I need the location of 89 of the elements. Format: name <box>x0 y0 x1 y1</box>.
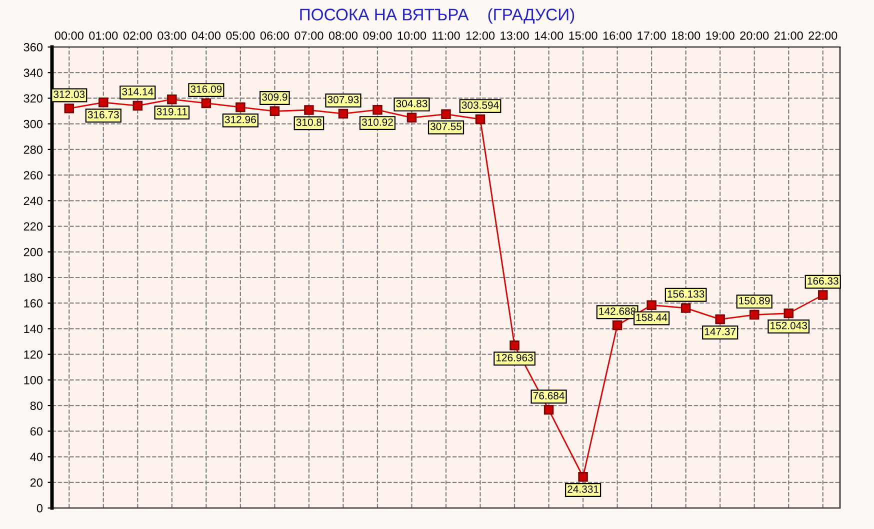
data-label: 166.33 <box>808 277 838 285</box>
x-tick-label: 12:00 <box>466 31 495 40</box>
y-tick-label: 220 <box>24 222 43 231</box>
x-tick-label: 00:00 <box>54 31 84 40</box>
x-tick-label: 08:00 <box>328 31 358 40</box>
point <box>406 112 417 123</box>
point <box>167 94 177 104</box>
point <box>818 290 828 300</box>
x-tick-label: 19:00 <box>706 31 734 40</box>
data-label: 126.963 <box>496 354 533 362</box>
y-tick-label: 120 <box>24 350 43 359</box>
y-tick-label: 340 <box>24 68 43 78</box>
y-tick-label: 280 <box>24 145 43 154</box>
point <box>98 98 108 108</box>
data-label: 307.55 <box>430 122 462 130</box>
point <box>715 314 725 324</box>
point <box>680 303 691 313</box>
data-label: 319.11 <box>156 108 187 116</box>
point <box>372 104 382 115</box>
point <box>270 106 280 116</box>
x-tick-label: 17:00 <box>638 31 666 40</box>
x-tick-label: 15:00 <box>569 31 598 40</box>
point <box>578 472 588 482</box>
x-tick-label: 07:00 <box>294 31 324 40</box>
y-tick-label: 60 <box>30 427 43 436</box>
x-tick-label: 01:00 <box>89 31 118 40</box>
x-tick-label: 22:00 <box>808 31 838 40</box>
data-label: 303.594 <box>462 101 499 109</box>
x-tick-label: 16:00 <box>603 31 632 40</box>
y-tick-label: 260 <box>24 171 43 180</box>
y-tick-label: 0 <box>36 504 43 512</box>
data-label: 147.37 <box>704 328 736 336</box>
point <box>646 300 656 310</box>
y-tick-label: 80 <box>30 402 43 410</box>
x-tick-label: 03:00 <box>158 31 186 40</box>
y-tick-label: 140 <box>24 324 43 334</box>
y-tick-label: 180 <box>24 274 43 282</box>
data-label: 310.8 <box>296 118 322 126</box>
data-label: 142.688 <box>599 308 636 315</box>
data-label: 307.93 <box>328 96 359 104</box>
y-tick-label: 300 <box>24 120 43 128</box>
x-tick-label: 11:00 <box>432 31 460 40</box>
x-tick-label: 18:00 <box>672 31 700 40</box>
y-tick-label: 200 <box>24 248 43 256</box>
x-tick-label: 05:00 <box>226 31 255 40</box>
point <box>338 108 348 119</box>
data-label: 158.44 <box>636 314 668 322</box>
x-tick-label: 21:00 <box>774 31 803 40</box>
x-tick-label: 06:00 <box>260 31 290 40</box>
y-tick-label: 100 <box>24 376 43 384</box>
x-tick-label: 09:00 <box>363 31 392 40</box>
point <box>784 308 794 318</box>
data-label: 316.09 <box>190 85 222 93</box>
data-label: 304.83 <box>396 100 428 108</box>
chart-title: ПОСОКА НА ВЯТЪРА (ГРАДУСИ) <box>300 8 574 24</box>
data-label: 76.684 <box>533 392 564 400</box>
point <box>201 98 212 108</box>
data-label: 24.331 <box>568 485 598 493</box>
y-tick-label: 160 <box>24 299 43 308</box>
data-label: 310.92 <box>362 118 393 126</box>
y-tick-label: 360 <box>24 43 43 52</box>
data-label: 314.14 <box>122 88 154 96</box>
point <box>132 100 143 111</box>
x-tick-label: 10:00 <box>398 31 426 40</box>
x-tick-label: 20:00 <box>740 31 769 40</box>
point <box>236 102 246 112</box>
point <box>304 105 314 115</box>
data-label: 312.03 <box>54 90 85 98</box>
point <box>510 340 520 350</box>
point <box>475 114 486 124</box>
data-label: 150.89 <box>739 297 770 304</box>
data-label: 156.133 <box>668 290 704 298</box>
x-tick-label: 04:00 <box>192 31 220 40</box>
data-label: 152.043 <box>770 322 807 330</box>
point <box>544 404 554 415</box>
data-label: 312.96 <box>224 116 256 124</box>
data-label: 309.9 <box>262 93 288 101</box>
y-tick-label: 240 <box>24 196 43 206</box>
x-tick-label: 13:00 <box>500 31 529 40</box>
y-tick-label: 320 <box>24 94 43 103</box>
y-tick-label: 20 <box>30 478 43 487</box>
x-tick-label: 14:00 <box>534 31 564 40</box>
point <box>749 310 760 320</box>
point <box>441 109 451 120</box>
point <box>612 320 622 330</box>
data-label: 316.73 <box>88 111 119 118</box>
x-tick-label: 02:00 <box>123 31 152 40</box>
point <box>64 104 74 114</box>
y-tick-label: 40 <box>30 452 43 462</box>
